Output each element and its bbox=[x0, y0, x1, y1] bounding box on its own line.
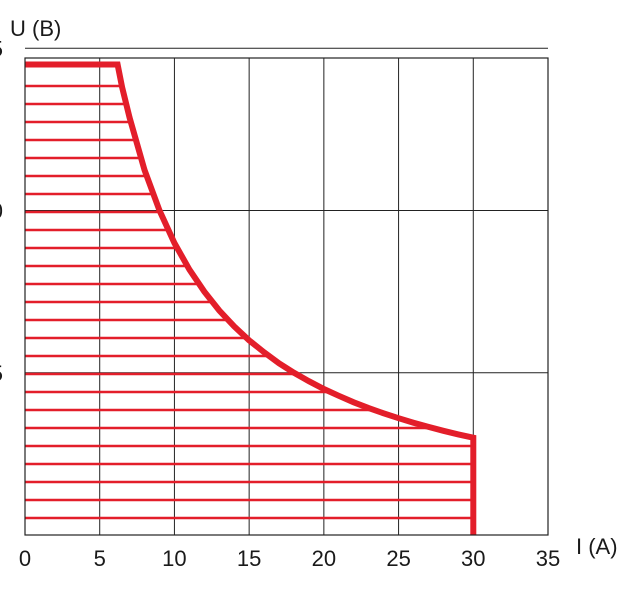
x-tick-label: 15 bbox=[237, 546, 261, 571]
x-tick-label: 35 bbox=[536, 546, 560, 571]
series-group bbox=[25, 61, 477, 535]
x-tick-labels: 0 5 10 15 20 25 30 35 bbox=[19, 546, 560, 571]
y-tick-labels: 5 0 5 bbox=[0, 36, 3, 385]
x-axis-label: I (A) bbox=[576, 534, 618, 559]
x-tick-label: 30 bbox=[461, 546, 485, 571]
x-tick-label: 5 bbox=[94, 546, 106, 571]
y-tick-label: 5 bbox=[0, 361, 3, 386]
axes bbox=[24, 57, 549, 536]
x-tick-label: 20 bbox=[312, 546, 336, 571]
y-axis-label: U (B) bbox=[10, 16, 61, 41]
y-tick-label: 0 bbox=[0, 199, 3, 224]
plot-frame bbox=[24, 57, 549, 536]
x-tick-label: 10 bbox=[162, 546, 186, 571]
y-tick-label: 5 bbox=[0, 36, 3, 61]
x-tick-label: 25 bbox=[386, 546, 410, 571]
series-line bbox=[25, 61, 477, 535]
x-tick-label: 0 bbox=[19, 546, 31, 571]
hatch-fill bbox=[25, 84, 474, 520]
